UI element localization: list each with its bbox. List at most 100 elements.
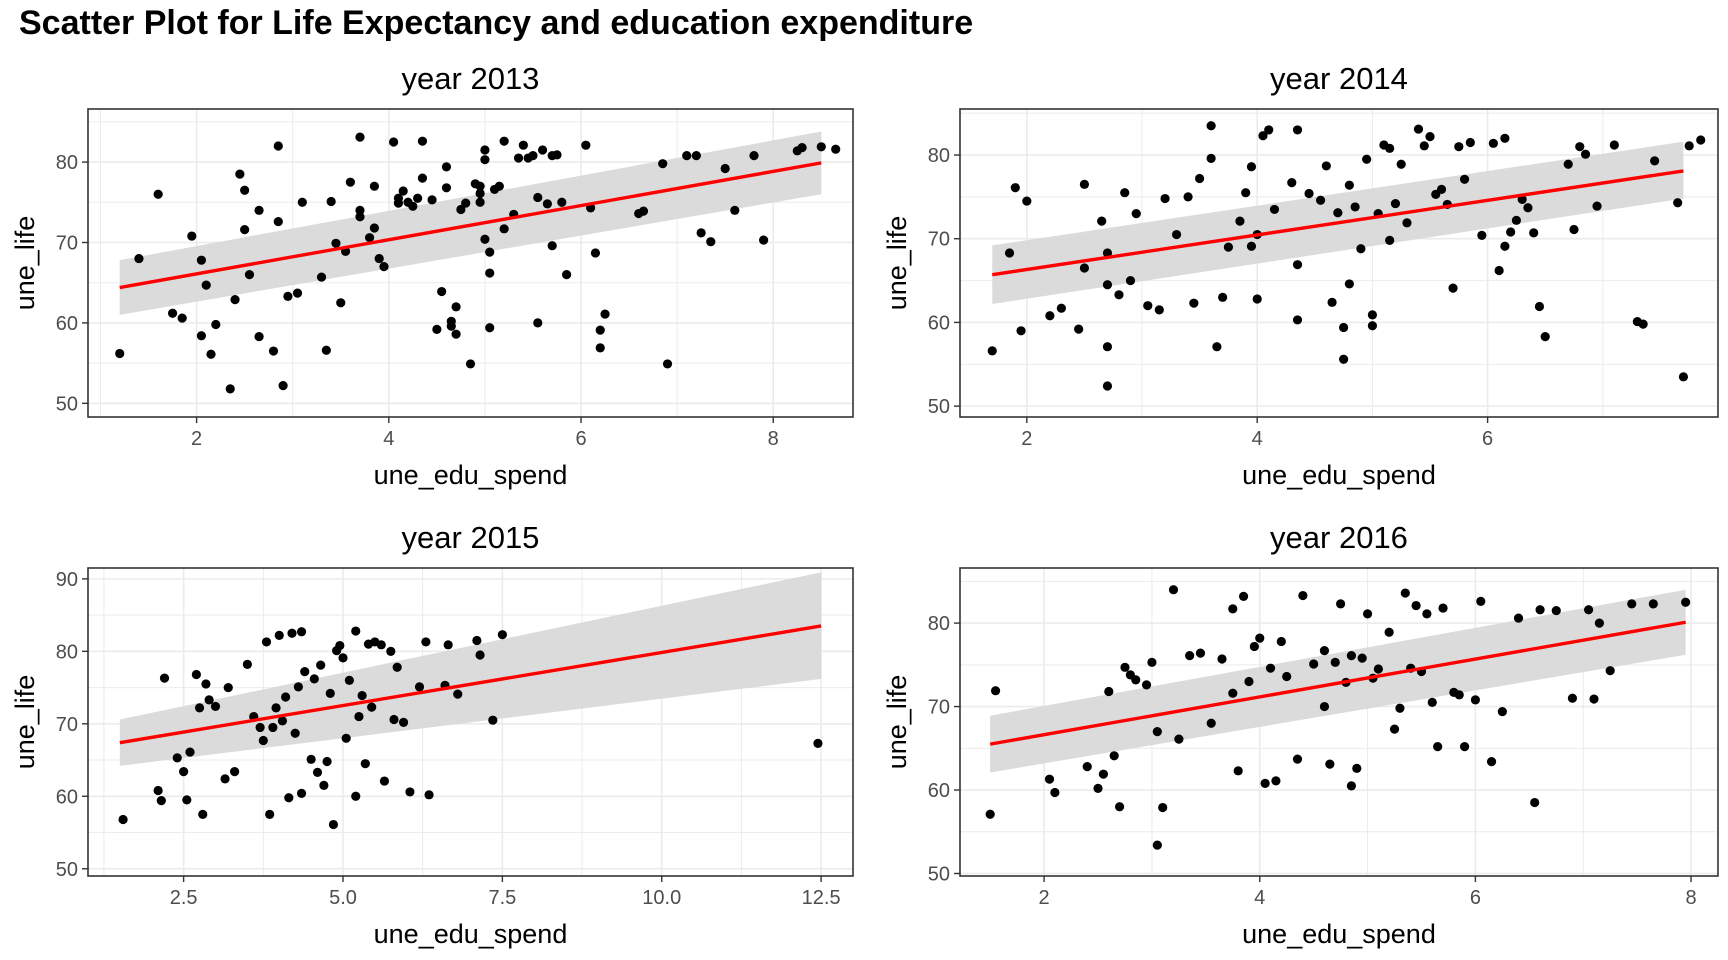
- data-point: [354, 711, 364, 722]
- data-point: [331, 238, 341, 248]
- data-point: [1506, 227, 1516, 237]
- data-point: [1206, 153, 1216, 163]
- data-point: [1433, 742, 1443, 752]
- data-point: [1523, 203, 1533, 213]
- data-point: [427, 195, 437, 205]
- data-point: [398, 717, 409, 727]
- data-point: [1648, 599, 1658, 609]
- data-point: [1056, 303, 1066, 313]
- data-point: [153, 785, 163, 796]
- data-point: [1650, 156, 1660, 166]
- data-point: [357, 690, 367, 701]
- y-axis-title: une_life: [10, 216, 40, 311]
- data-point: [1592, 201, 1602, 211]
- data-point: [235, 169, 245, 179]
- data-point: [1567, 693, 1578, 703]
- data-point: [191, 669, 201, 680]
- data-point: [1098, 769, 1109, 779]
- data-point: [408, 201, 418, 211]
- x-tick-label: 4: [1252, 428, 1263, 450]
- y-tick-label: 70: [928, 229, 950, 251]
- data-point: [1260, 778, 1270, 788]
- data-point: [1530, 797, 1540, 808]
- data-point: [1044, 774, 1055, 784]
- data-point: [278, 381, 288, 391]
- data-point: [461, 198, 471, 208]
- data-point: [290, 728, 300, 738]
- data-point: [389, 714, 399, 725]
- data-point: [547, 241, 557, 251]
- data-point: [1500, 241, 1510, 251]
- data-point: [1422, 609, 1432, 619]
- data-point: [118, 814, 128, 825]
- data-point: [696, 228, 706, 238]
- data-point: [1476, 596, 1486, 606]
- data-point: [1292, 125, 1303, 135]
- data-point: [1233, 766, 1243, 776]
- data-point: [1252, 294, 1262, 304]
- data-point: [1396, 159, 1406, 169]
- data-point: [1395, 703, 1405, 713]
- data-point: [1454, 690, 1464, 700]
- data-point: [1470, 695, 1480, 705]
- data-point: [296, 788, 307, 798]
- data-point: [177, 313, 187, 323]
- data-point: [1344, 279, 1354, 289]
- data-point: [1319, 701, 1330, 712]
- data-point: [1125, 275, 1136, 286]
- data-point: [499, 136, 509, 146]
- data-point: [335, 640, 345, 651]
- data-point: [1563, 159, 1573, 169]
- data-point: [1497, 706, 1507, 717]
- y-tick-label: 60: [928, 312, 950, 334]
- data-point: [369, 181, 379, 191]
- x-tick-label: 8: [768, 428, 779, 450]
- data-point: [1357, 653, 1367, 663]
- data-point: [1534, 301, 1545, 312]
- data-point: [638, 206, 649, 216]
- y-tick-label: 80: [928, 613, 950, 635]
- data-point: [1535, 605, 1545, 615]
- data-point: [1292, 315, 1303, 325]
- data-point: [1109, 751, 1119, 761]
- data-point: [341, 733, 351, 743]
- data-point: [465, 359, 476, 369]
- panel-border: [87, 567, 854, 877]
- data-point: [156, 796, 166, 806]
- data-point: [1174, 734, 1184, 744]
- x-axis-title: une_edu_spend: [374, 919, 568, 949]
- data-point: [475, 188, 485, 199]
- data-point: [1147, 657, 1157, 667]
- data-point: [312, 767, 323, 777]
- data-point: [446, 316, 456, 326]
- data-point: [1258, 131, 1268, 141]
- data-point: [730, 205, 740, 215]
- data-point: [1120, 188, 1130, 198]
- data-point: [1097, 216, 1107, 226]
- data-point: [1131, 675, 1141, 685]
- data-point: [376, 640, 386, 650]
- data-point: [1339, 354, 1349, 364]
- x-tick-label: 5.0: [329, 887, 357, 909]
- data-point: [1104, 686, 1114, 697]
- data-point: [499, 224, 509, 234]
- data-point: [1575, 142, 1585, 152]
- data-point: [451, 302, 461, 312]
- data-point: [759, 235, 769, 245]
- data-point: [1298, 590, 1308, 601]
- data-point: [1206, 718, 1216, 728]
- y-tick-label: 50: [928, 863, 950, 885]
- data-point: [1235, 216, 1245, 226]
- data-point: [658, 159, 668, 169]
- data-point: [1513, 613, 1524, 623]
- data-point: [1673, 198, 1683, 208]
- data-point: [179, 767, 189, 777]
- data-point: [1373, 664, 1383, 674]
- data-point: [293, 682, 303, 692]
- data-point: [1016, 326, 1026, 336]
- data-point: [242, 659, 252, 669]
- data-point: [134, 253, 144, 264]
- data-point: [1638, 319, 1648, 329]
- data-point: [1212, 342, 1222, 352]
- data-point: [1304, 188, 1314, 199]
